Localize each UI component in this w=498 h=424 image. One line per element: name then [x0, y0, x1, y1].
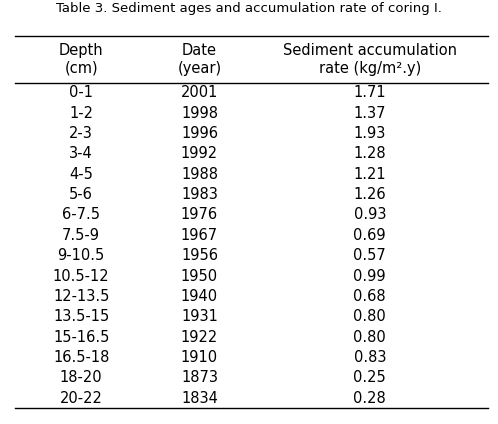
- Text: 16.5-18: 16.5-18: [53, 350, 110, 365]
- Text: 9-10.5: 9-10.5: [58, 248, 105, 263]
- Text: 2-3: 2-3: [69, 126, 93, 141]
- Text: 0.57: 0.57: [354, 248, 386, 263]
- Text: 1.71: 1.71: [354, 85, 386, 100]
- Text: 1.93: 1.93: [354, 126, 386, 141]
- Text: 0.99: 0.99: [354, 268, 386, 284]
- Text: 2001: 2001: [181, 85, 218, 100]
- Text: 18-20: 18-20: [60, 370, 103, 385]
- Text: Table 3. Sediment ages and accumulation rate of coring I.: Table 3. Sediment ages and accumulation …: [56, 2, 442, 15]
- Text: 1956: 1956: [181, 248, 218, 263]
- Text: 1983: 1983: [181, 187, 218, 202]
- Text: 1.37: 1.37: [354, 106, 386, 121]
- Text: 1922: 1922: [181, 329, 218, 345]
- Text: 1998: 1998: [181, 106, 218, 121]
- Text: 1950: 1950: [181, 268, 218, 284]
- Text: 1.21: 1.21: [354, 167, 386, 182]
- Text: 0.69: 0.69: [354, 228, 386, 243]
- Text: 1940: 1940: [181, 289, 218, 304]
- Text: 1910: 1910: [181, 350, 218, 365]
- Text: 1-2: 1-2: [69, 106, 93, 121]
- Text: 20-22: 20-22: [60, 391, 103, 406]
- Text: Sediment accumulation
rate (kg/m².y): Sediment accumulation rate (kg/m².y): [283, 43, 457, 75]
- Text: 1976: 1976: [181, 207, 218, 223]
- Text: 0.25: 0.25: [354, 370, 386, 385]
- Text: 1873: 1873: [181, 370, 218, 385]
- Text: 6-7.5: 6-7.5: [62, 207, 100, 223]
- Text: 1931: 1931: [181, 309, 218, 324]
- Text: 0-1: 0-1: [69, 85, 93, 100]
- Text: 0.83: 0.83: [354, 350, 386, 365]
- Text: 0.80: 0.80: [354, 309, 386, 324]
- Text: 5-6: 5-6: [69, 187, 93, 202]
- Text: 13.5-15: 13.5-15: [53, 309, 109, 324]
- Text: 12-13.5: 12-13.5: [53, 289, 110, 304]
- Text: 15-16.5: 15-16.5: [53, 329, 110, 345]
- Text: 4-5: 4-5: [69, 167, 93, 182]
- Text: Date
(year): Date (year): [177, 43, 222, 75]
- Text: 1988: 1988: [181, 167, 218, 182]
- Text: 3-4: 3-4: [69, 146, 93, 162]
- Text: Depth
(cm): Depth (cm): [59, 43, 104, 75]
- Text: 1834: 1834: [181, 391, 218, 406]
- Text: 0.28: 0.28: [354, 391, 386, 406]
- Text: 1.26: 1.26: [354, 187, 386, 202]
- Text: 0.80: 0.80: [354, 329, 386, 345]
- Text: 10.5-12: 10.5-12: [53, 268, 110, 284]
- Text: 0.93: 0.93: [354, 207, 386, 223]
- Text: 7.5-9: 7.5-9: [62, 228, 100, 243]
- Text: 1.28: 1.28: [354, 146, 386, 162]
- Text: 0.68: 0.68: [354, 289, 386, 304]
- Text: 1992: 1992: [181, 146, 218, 162]
- Text: 1996: 1996: [181, 126, 218, 141]
- Text: 1967: 1967: [181, 228, 218, 243]
